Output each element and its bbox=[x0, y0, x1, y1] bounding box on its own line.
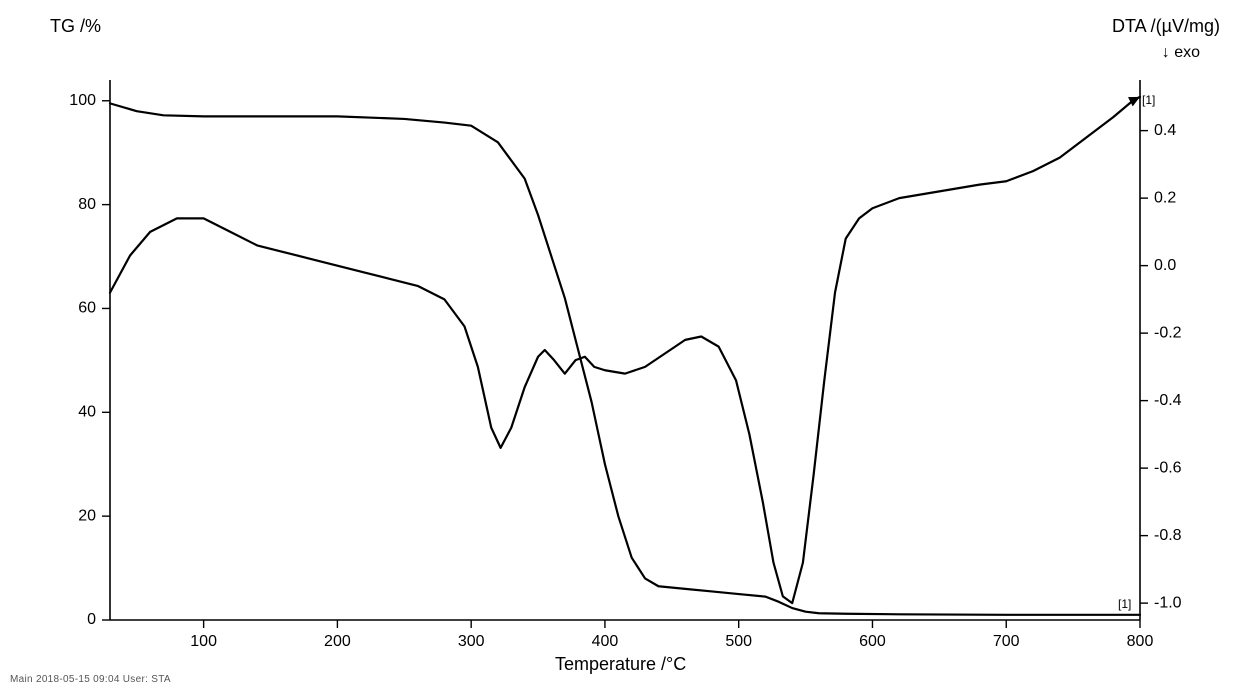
svg-text:80: 80 bbox=[78, 196, 96, 213]
svg-text:-0.6: -0.6 bbox=[1154, 459, 1182, 476]
y-axis-right-label: DTA /(µV/mg) bbox=[1112, 16, 1220, 37]
tg-curve bbox=[110, 103, 1140, 614]
svg-text:0.2: 0.2 bbox=[1154, 189, 1176, 206]
chart-svg: 100 200 300 400 500 600 700 800 0 20 40 60 80 100 -1.0… bbox=[0, 0, 1240, 691]
svg-text:60: 60 bbox=[78, 300, 96, 317]
svg-text:-0.8: -0.8 bbox=[1154, 527, 1182, 544]
chart-wrapper: 100 200 300 400 500 600 700 800 0 20 40 60 80 100 -1.0… bbox=[0, 0, 1240, 691]
exo-direction-label: ↓ exo bbox=[1162, 44, 1200, 62]
svg-text:-1.0: -1.0 bbox=[1154, 594, 1182, 611]
svg-text:700: 700 bbox=[993, 633, 1020, 650]
svg-text:400: 400 bbox=[592, 633, 619, 650]
svg-text:100: 100 bbox=[190, 633, 217, 650]
footer-meta: Main 2018-05-15 09:04 User: STA bbox=[10, 674, 171, 685]
svg-text:300: 300 bbox=[458, 633, 485, 650]
svg-text:500: 500 bbox=[725, 633, 752, 650]
svg-text:-0.4: -0.4 bbox=[1154, 392, 1182, 409]
dta-arrowhead bbox=[1128, 97, 1140, 107]
series-marker-bottom: [1] bbox=[1118, 597, 1131, 611]
svg-text:20: 20 bbox=[78, 507, 96, 524]
svg-text:0.0: 0.0 bbox=[1154, 257, 1176, 274]
svg-text:40: 40 bbox=[78, 404, 96, 421]
svg-text:0: 0 bbox=[87, 611, 96, 628]
svg-text:600: 600 bbox=[859, 633, 886, 650]
y-axis-left-label: TG /% bbox=[50, 16, 101, 37]
svg-text:100: 100 bbox=[69, 92, 96, 109]
series-marker-top: [1] bbox=[1142, 93, 1155, 107]
dta-curve bbox=[110, 97, 1140, 603]
svg-text:-0.2: -0.2 bbox=[1154, 324, 1182, 341]
svg-text:200: 200 bbox=[324, 633, 351, 650]
x-axis-label: Temperature /°C bbox=[555, 654, 686, 675]
svg-text:0.4: 0.4 bbox=[1154, 122, 1176, 139]
svg-text:800: 800 bbox=[1127, 633, 1154, 650]
